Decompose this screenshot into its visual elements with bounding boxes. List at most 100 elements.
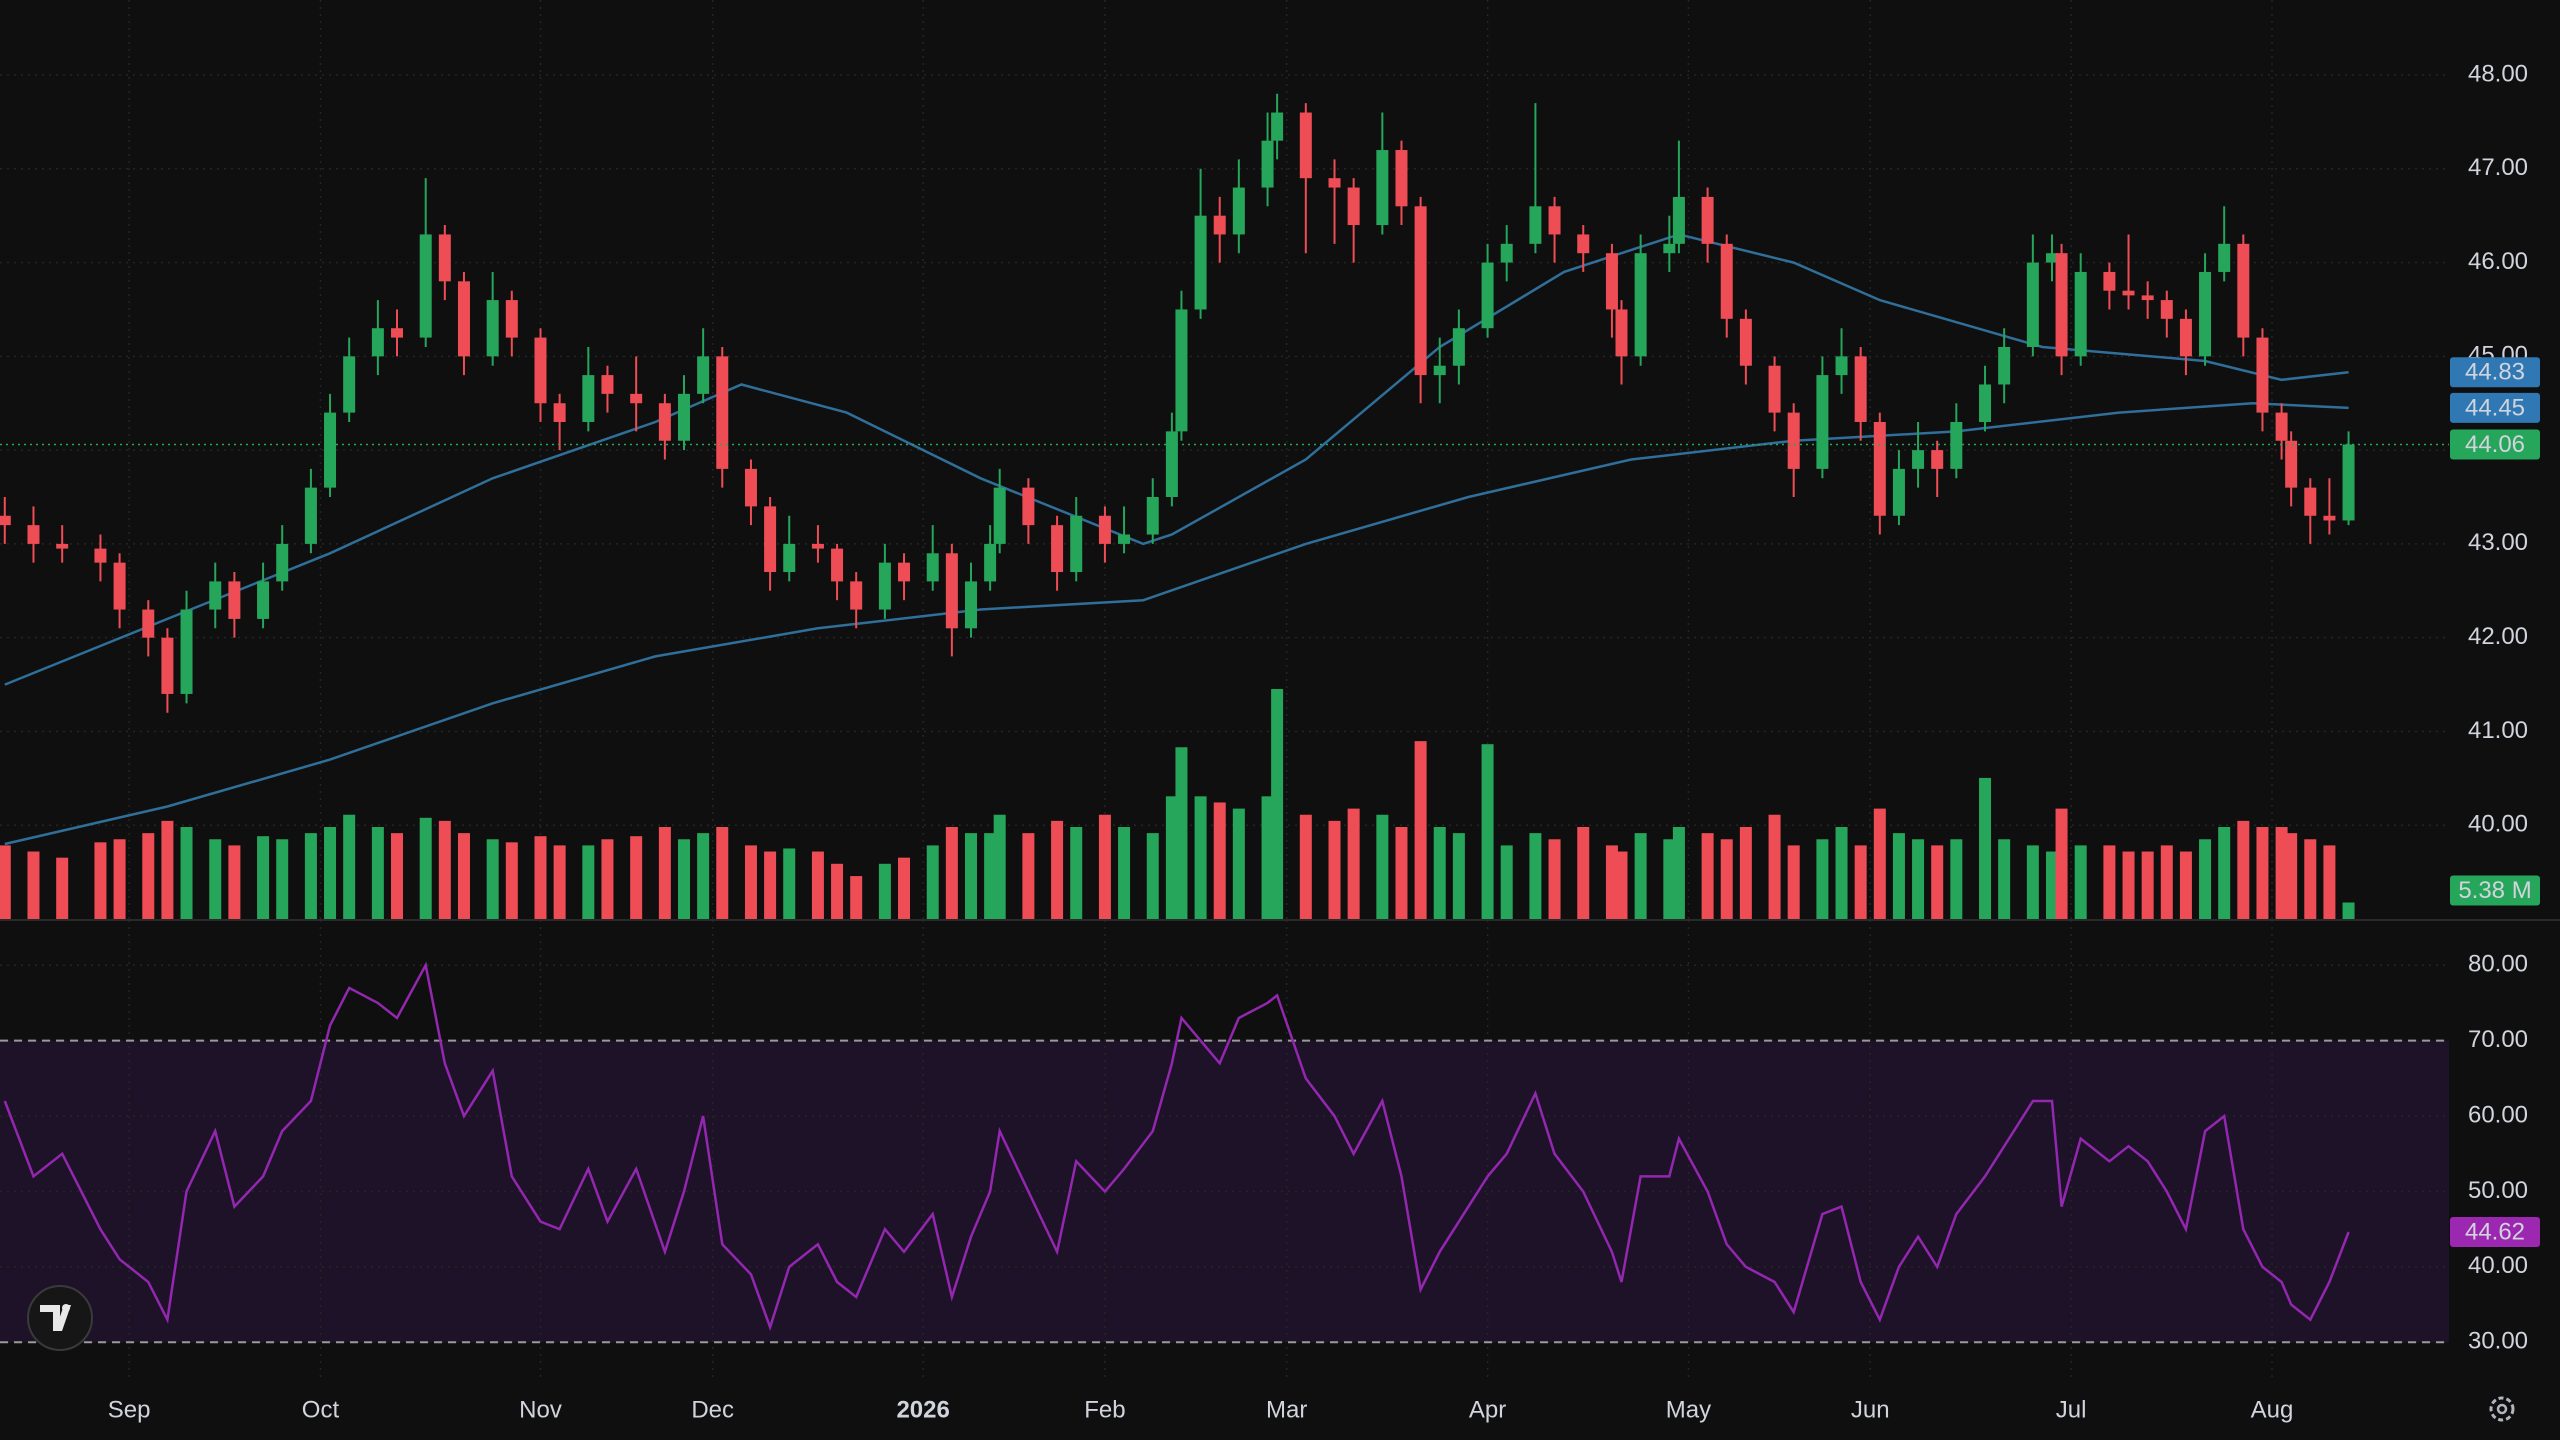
candle-body — [2026, 262, 2039, 347]
candle-body — [601, 375, 614, 394]
volume-bar — [898, 857, 911, 919]
volume-bar — [878, 863, 891, 919]
x-tick-label: Apr — [1469, 1396, 1506, 1423]
volume-bar — [2256, 827, 2269, 919]
volume-bar — [993, 814, 1006, 919]
candle-body — [1232, 187, 1245, 235]
moving-average — [4, 233, 2349, 686]
x-tick-label: 2026 — [896, 1396, 949, 1423]
candle-body — [1395, 150, 1408, 207]
candle-body — [2285, 440, 2298, 488]
volume-bar — [1146, 833, 1159, 919]
volume-bar — [2199, 839, 2212, 919]
candle-body — [1328, 178, 1341, 188]
candle-body — [505, 300, 518, 338]
y-tick-label: 41.00 — [2468, 717, 2528, 744]
volume-bar — [1175, 747, 1188, 919]
candle-body — [1605, 253, 1618, 310]
volume-bar — [534, 836, 547, 919]
volume-bar — [1070, 827, 1083, 919]
candle-body — [486, 300, 499, 357]
candle-body — [1070, 515, 1083, 573]
rsi-tick-label: 80.00 — [2468, 951, 2528, 978]
candle-body — [658, 403, 671, 441]
volume-bar — [811, 851, 824, 919]
volume-bar — [2160, 845, 2173, 919]
candle-body — [993, 487, 1006, 544]
volume-bar — [1261, 796, 1274, 919]
candle-body — [343, 356, 356, 413]
volume-bar — [1548, 839, 1561, 919]
volume-bar — [1433, 827, 1446, 919]
volume-bar — [1414, 741, 1427, 919]
volume-bar — [1605, 845, 1618, 919]
volume-bar — [1577, 827, 1590, 919]
volume-bar — [2342, 902, 2355, 919]
candle-body — [534, 337, 547, 404]
volume-bar — [2045, 851, 2058, 919]
candle-body — [1873, 421, 1886, 516]
volume-bar — [2323, 845, 2336, 919]
candle-body — [1931, 450, 1944, 469]
settings-icon[interactable] — [2489, 1396, 2515, 1422]
volume-bar — [1634, 833, 1647, 919]
volume-bar — [2103, 845, 2116, 919]
rsi-tick-label: 30.00 — [2468, 1328, 2528, 1355]
candle-body — [1892, 468, 1905, 516]
volume-bar — [783, 848, 796, 919]
candle-body — [1213, 215, 1226, 235]
candle-body — [2055, 253, 2068, 357]
volume-bar — [2304, 839, 2317, 919]
volume-bar — [2055, 808, 2068, 919]
volume-bar — [1022, 833, 1035, 919]
volume-bar — [343, 814, 356, 919]
x-tick-label: Nov — [519, 1396, 562, 1423]
volume-bar — [677, 839, 690, 919]
candle-body — [2045, 253, 2058, 263]
y-tick-label: 40.00 — [2468, 811, 2528, 838]
volume-bar — [2141, 851, 2154, 919]
candle-body — [1529, 206, 1542, 244]
candle-body — [1577, 234, 1590, 254]
candle-body — [1998, 346, 2011, 385]
volume-bar — [630, 836, 643, 919]
volume-bar — [1165, 796, 1178, 919]
candle-body — [1672, 196, 1685, 244]
volume-bar — [1051, 820, 1064, 919]
ma-value-box — [2450, 357, 2540, 388]
candle-body — [1615, 309, 1628, 357]
volume-bar — [2237, 820, 2250, 919]
volume-bar — [0, 845, 11, 919]
candle-body — [2179, 318, 2192, 357]
x-tick-label: Aug — [2251, 1396, 2294, 1423]
volume-bar — [486, 839, 499, 919]
candle-body — [582, 375, 595, 422]
last-price-label: 44.06 — [2465, 431, 2525, 458]
volume-bar — [1500, 845, 1513, 919]
volume-bar — [926, 845, 939, 919]
last-price-box — [2450, 429, 2540, 460]
volume-bar — [56, 857, 69, 919]
candle-body — [1720, 243, 1733, 319]
volume-bar — [27, 851, 40, 919]
candle-body — [783, 543, 796, 573]
volume-bar — [1194, 796, 1207, 919]
volume-bar — [324, 827, 337, 919]
candle-body — [964, 581, 977, 629]
candle-body — [161, 637, 174, 694]
volume-bar — [228, 845, 241, 919]
volume-bar — [1672, 827, 1685, 919]
volume-bar — [1998, 839, 2011, 919]
candle-body — [553, 403, 566, 422]
volume-bar — [1098, 814, 1111, 919]
volume-bar — [1912, 839, 1925, 919]
candle-body — [926, 553, 939, 582]
volume-bar — [2074, 845, 2087, 919]
candle-body — [898, 562, 911, 582]
candle-body — [2256, 337, 2269, 413]
candle-body — [1347, 187, 1360, 226]
volume-bar — [1816, 839, 1829, 919]
volume-bar — [1376, 814, 1389, 919]
candle-body — [1433, 365, 1446, 376]
